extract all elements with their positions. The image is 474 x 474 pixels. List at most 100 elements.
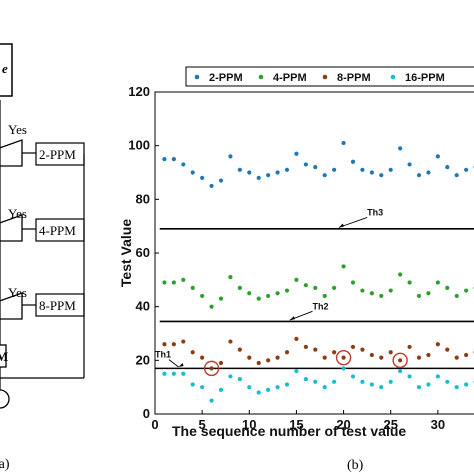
- data-point-8-ppm: [332, 350, 337, 355]
- data-point-8-ppm: [454, 355, 459, 360]
- data-point-8-ppm: [426, 352, 431, 358]
- panel-a-label: (a): [0, 457, 10, 472]
- data-point-16-ppm: [237, 377, 242, 382]
- data-point-8-ppm: [256, 360, 261, 366]
- data-point-4-ppm: [181, 277, 186, 282]
- y-tick-label: 120: [128, 84, 150, 99]
- x-axis-title: The sequence number of test value: [172, 423, 406, 439]
- data-point-16-ppm: [209, 398, 214, 403]
- data-point-8-ppm: [171, 342, 176, 347]
- threshold-label: Th1: [155, 350, 171, 360]
- data-point-8-ppm: [228, 339, 233, 344]
- data-point-16-ppm: [398, 368, 403, 374]
- data-point-2-ppm: [454, 173, 459, 178]
- data-point-4-ppm: [322, 293, 327, 299]
- data-point-2-ppm: [162, 156, 167, 162]
- data-point-2-ppm: [247, 170, 252, 175]
- legend-entry: 4-PPM: [273, 72, 307, 84]
- data-point-4-ppm: [454, 293, 459, 299]
- data-point-2-ppm: [209, 183, 214, 189]
- data-points-group: [162, 140, 474, 403]
- y-tick-label: 60: [136, 245, 150, 260]
- y-tick-label: 0: [143, 406, 150, 421]
- legend-marker: [390, 74, 396, 80]
- data-point-8-ppm: [294, 336, 299, 341]
- data-point-16-ppm: [388, 379, 393, 384]
- data-point-2-ppm: [369, 170, 374, 175]
- data-point-8-ppm: [379, 355, 384, 360]
- data-point-8-ppm: [237, 347, 242, 352]
- x-tick-label: 15: [289, 417, 303, 432]
- data-point-4-ppm: [247, 291, 252, 296]
- data-point-8-ppm: [275, 355, 280, 360]
- data-point-8-ppm: [190, 350, 195, 355]
- legend-box: [185, 66, 474, 87]
- data-point-4-ppm: [464, 288, 469, 293]
- yes-label-3: Yes: [8, 285, 27, 300]
- data-point-2-ppm: [171, 156, 176, 162]
- data-point-2-ppm: [398, 146, 403, 151]
- data-point-16-ppm: [360, 379, 365, 384]
- data-point-4-ppm: [237, 285, 242, 290]
- data-point-2-ppm: [435, 154, 440, 159]
- output-box-3-label: 8-PPM: [39, 298, 76, 313]
- data-point-2-ppm: [218, 178, 224, 183]
- threshold-arrow: [168, 359, 179, 368]
- data-point-16-ppm: [454, 385, 459, 390]
- legend-entry: 16-PPM: [405, 72, 445, 84]
- data-point-8-ppm: [200, 355, 205, 360]
- data-point-2-ppm: [256, 175, 261, 180]
- data-point-4-ppm: [256, 296, 261, 301]
- data-point-4-ppm: [416, 293, 422, 299]
- data-point-16-ppm: [171, 371, 176, 376]
- data-point-2-ppm: [200, 175, 205, 180]
- flowchart-panel: e Yes 2-PPM Yes 4-PPM Yes 8-PPM M (a): [0, 43, 85, 472]
- data-point-16-ppm: [379, 385, 384, 390]
- data-point-8-ppm: [247, 355, 252, 360]
- x-tick-label: 25: [383, 417, 397, 432]
- data-point-4-ppm: [209, 304, 214, 309]
- data-point-2-ppm: [445, 165, 450, 170]
- legend-marker: [194, 74, 200, 80]
- data-point-8-ppm: [369, 352, 374, 358]
- data-point-4-ppm: [275, 291, 280, 296]
- data-point-16-ppm: [313, 379, 318, 384]
- data-point-16-ppm: [284, 382, 290, 387]
- data-point-2-ppm: [360, 167, 365, 172]
- data-point-8-ppm: [303, 344, 308, 350]
- data-point-16-ppm: [341, 366, 346, 371]
- panel-b-label: (b): [347, 458, 364, 473]
- data-point-4-ppm: [294, 277, 299, 282]
- threshold-arrowhead: [178, 363, 184, 368]
- x-tick-label: 20: [336, 417, 350, 432]
- data-point-16-ppm: [303, 377, 308, 382]
- data-point-4-ppm: [162, 280, 167, 285]
- data-point-16-ppm: [407, 374, 412, 379]
- data-point-2-ppm: [341, 140, 346, 146]
- data-point-4-ppm: [284, 288, 290, 293]
- data-point-16-ppm: [181, 371, 186, 376]
- data-point-16-ppm: [435, 374, 440, 379]
- data-point-8-ppm: [407, 344, 412, 350]
- data-point-2-ppm: [303, 162, 308, 167]
- data-point-4-ppm: [171, 280, 176, 285]
- x-tick-label: 0: [151, 417, 158, 432]
- data-point-2-ppm: [237, 167, 242, 172]
- data-point-4-ppm: [313, 285, 318, 290]
- data-point-4-ppm: [435, 280, 440, 285]
- threshold-label: Th2: [312, 301, 328, 311]
- output-box-2-label: 4-PPM: [39, 223, 76, 238]
- threshold-arrowhead: [338, 223, 344, 228]
- data-point-2-ppm: [426, 170, 431, 175]
- data-point-16-ppm: [294, 368, 299, 374]
- legend-marker: [258, 74, 264, 80]
- data-point-16-ppm: [369, 382, 374, 387]
- data-point-4-ppm: [379, 293, 384, 299]
- data-point-8-ppm: [284, 350, 290, 355]
- highlight-circle: [335, 349, 352, 366]
- legend-marker: [322, 74, 328, 80]
- data-point-16-ppm: [200, 385, 205, 390]
- data-point-8-ppm: [341, 355, 346, 360]
- data-point-2-ppm: [228, 154, 233, 159]
